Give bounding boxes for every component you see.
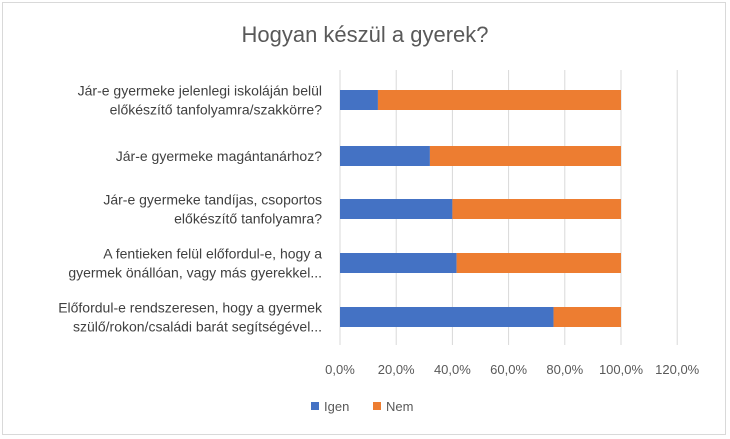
- x-tick-label: 20,0%: [378, 362, 415, 377]
- category-labels: Jár-e gyermeke jelenlegi iskoláján belül…: [58, 83, 323, 335]
- bar-igen-2: [340, 199, 453, 219]
- bar-nem-4: [553, 307, 621, 327]
- bar-nem-2: [452, 199, 621, 219]
- category-label: Jár-e gyermeke magántanárhoz?: [116, 148, 322, 164]
- category-label: Előfordul-e rendszeresen, hogy a gyermek: [58, 300, 323, 316]
- category-label: előkészítő tanfolyamra?: [174, 211, 322, 227]
- x-tick-label: 40,0%: [434, 362, 471, 377]
- x-tick-label: 100,0%: [599, 362, 644, 377]
- x-tick-label: 0,0%: [325, 362, 355, 377]
- legend-label-igen: Igen: [324, 399, 349, 414]
- x-tick-label: 80,0%: [546, 362, 583, 377]
- legend: Igen Nem: [311, 399, 413, 414]
- category-label: előkészítő tanfolyamra/szakkörre?: [110, 102, 323, 118]
- category-label: Jár-e gyermeke jelenlegi iskoláján belül: [78, 83, 322, 99]
- category-label: gyermek önállóan, vagy más gyerekkel...: [68, 265, 322, 281]
- category-label: A fentieken felül előfordul-e, hogy a: [103, 246, 322, 262]
- legend-label-nem: Nem: [386, 399, 413, 414]
- category-label: Jár-e gyermeke tandíjas, csoportos: [103, 192, 322, 208]
- bar-igen-3: [340, 253, 457, 273]
- x-tick-label: 120,0%: [655, 362, 700, 377]
- legend-swatch-igen: [311, 402, 319, 410]
- bar-igen-0: [340, 90, 378, 110]
- chart-title: Hogyan készül a gyerek?: [241, 22, 488, 47]
- bars: [340, 90, 621, 327]
- bar-igen-4: [340, 307, 554, 327]
- category-label: szülő/rokon/családi barát segítségével..…: [73, 319, 322, 335]
- bar-igen-1: [340, 146, 430, 166]
- bar-nem-3: [456, 253, 621, 273]
- legend-swatch-nem: [373, 402, 381, 410]
- x-axis-ticks: 0,0% 20,0% 40,0% 60,0% 80,0% 100,0% 120,0%: [325, 362, 700, 377]
- bar-nem-0: [377, 90, 621, 110]
- bar-nem-1: [429, 146, 621, 166]
- x-tick-label: 60,0%: [490, 362, 527, 377]
